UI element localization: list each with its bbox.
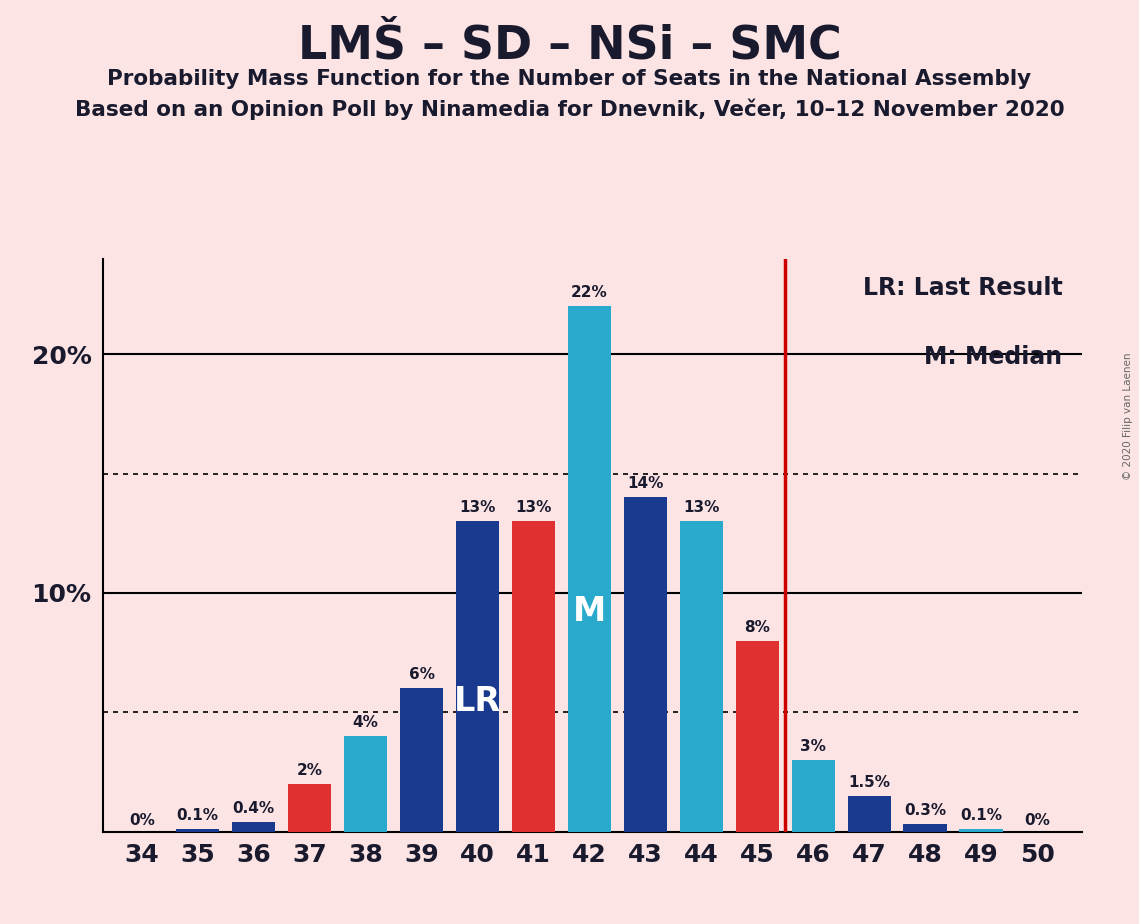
- Text: 22%: 22%: [571, 286, 608, 300]
- Text: 0%: 0%: [129, 813, 155, 828]
- Bar: [511, 521, 556, 832]
- Bar: [400, 688, 443, 832]
- Text: 0.4%: 0.4%: [232, 801, 274, 816]
- Text: LR: Last Result: LR: Last Result: [862, 276, 1063, 300]
- Text: 13%: 13%: [515, 500, 551, 516]
- Bar: [456, 521, 499, 832]
- Text: M: M: [573, 594, 606, 627]
- Bar: [847, 796, 891, 832]
- Text: Based on an Opinion Poll by Ninamedia for Dnevnik, Večer, 10–12 November 2020: Based on an Opinion Poll by Ninamedia fo…: [75, 99, 1064, 120]
- Text: © 2020 Filip van Laenen: © 2020 Filip van Laenen: [1123, 352, 1133, 480]
- Text: 13%: 13%: [683, 500, 720, 516]
- Text: 6%: 6%: [409, 667, 435, 683]
- Text: 2%: 2%: [296, 763, 322, 778]
- Bar: [175, 829, 220, 832]
- Bar: [680, 521, 723, 832]
- Text: Probability Mass Function for the Number of Seats in the National Assembly: Probability Mass Function for the Number…: [107, 69, 1032, 90]
- Text: 4%: 4%: [353, 715, 378, 730]
- Bar: [232, 822, 276, 832]
- Text: 0.1%: 0.1%: [960, 808, 1002, 823]
- Bar: [567, 307, 612, 832]
- Bar: [903, 824, 948, 832]
- Text: LR: LR: [454, 685, 501, 718]
- Text: 0%: 0%: [1024, 813, 1050, 828]
- Text: 0.1%: 0.1%: [177, 808, 219, 823]
- Bar: [288, 784, 331, 832]
- Text: M: Median: M: Median: [925, 345, 1063, 369]
- Text: 8%: 8%: [745, 620, 770, 635]
- Bar: [736, 640, 779, 832]
- Text: 13%: 13%: [459, 500, 495, 516]
- Text: 0.3%: 0.3%: [904, 804, 947, 819]
- Bar: [959, 829, 1003, 832]
- Bar: [344, 736, 387, 832]
- Bar: [624, 497, 667, 832]
- Text: 3%: 3%: [801, 739, 826, 754]
- Text: 14%: 14%: [628, 477, 664, 492]
- Text: 1.5%: 1.5%: [849, 775, 891, 790]
- Bar: [792, 760, 835, 832]
- Text: LMŠ – SD – NSi – SMC: LMŠ – SD – NSi – SMC: [297, 23, 842, 68]
